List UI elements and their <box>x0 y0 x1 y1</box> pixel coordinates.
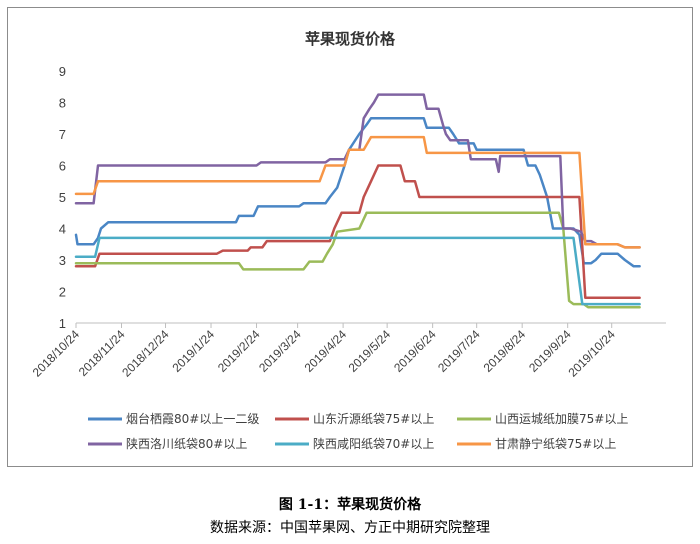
series-line-4 <box>74 93 641 249</box>
y-tick-label: 1 <box>59 316 66 331</box>
y-tick-label: 5 <box>59 190 66 205</box>
y-tick-label: 3 <box>59 253 66 268</box>
y-tick-label: 2 <box>59 285 66 300</box>
x-tick-label: 2019/8/24 <box>481 327 529 375</box>
legend-label-6: 甘肃静宁纸袋75#以上 <box>495 436 616 451</box>
legend: 烟台栖霞80#以上一二级 山东沂源纸袋75#以上 山西运城纸加膜75#以上陕西洛川纸… <box>88 411 628 451</box>
legend-label-2: 山东沂源纸袋75#以上 <box>313 412 434 426</box>
x-tick-label: 2019/7/24 <box>435 327 483 375</box>
legend-label-1: 烟台栖霞80#以上一二级 <box>126 411 259 426</box>
legend-label-5: 陕西咸阳纸袋70#以上 <box>313 436 434 451</box>
x-tick-label: 2019/10/24 <box>565 327 618 380</box>
legend-label-3: 山西运城纸加膜75#以上 <box>495 412 628 426</box>
y-tick-label: 8 <box>59 96 66 111</box>
legend-label-4: 陕西洛川纸袋80#以上 <box>126 436 247 451</box>
figure-caption-title: 图 1-1：苹果现货价格 <box>278 497 422 513</box>
x-tick-label: 2019/2/24 <box>215 327 263 375</box>
chart-frame: 苹果现货价格 1 2 3 4 5 6 7 8 9 2018/10/24 2018/11/24 2018… <box>7 7 693 467</box>
series-line-3 <box>74 211 641 309</box>
x-tick-label: 2018/12/24 <box>119 327 172 380</box>
series-line-5 <box>74 236 641 306</box>
x-tick-label: 2019/1/24 <box>169 327 217 375</box>
x-tick-label: 2019/6/24 <box>391 327 439 375</box>
y-tick-label: 9 <box>59 64 66 79</box>
price-line-chart: 苹果现货价格 1234567892018/10/242018/11/242018… <box>30 30 666 451</box>
figure-caption-source: 数据来源：中国苹果网、方正中期研究院整理 <box>210 520 490 536</box>
series-line-6 <box>74 135 641 249</box>
series-line-1 <box>74 117 641 268</box>
series-line-2 <box>74 164 641 300</box>
x-tick-label: 2018/10/24 <box>30 327 83 380</box>
y-tick-label: 7 <box>59 127 66 142</box>
x-tick-label: 2019/5/24 <box>346 327 394 375</box>
series-layer <box>74 93 641 309</box>
y-tick-label: 6 <box>59 159 66 174</box>
x-tick-label: 2019/4/24 <box>302 327 350 375</box>
chart-title: 苹果现货价格 <box>305 30 396 48</box>
y-tick-label: 4 <box>59 222 66 237</box>
x-tick-label: 2019/3/24 <box>256 327 304 375</box>
